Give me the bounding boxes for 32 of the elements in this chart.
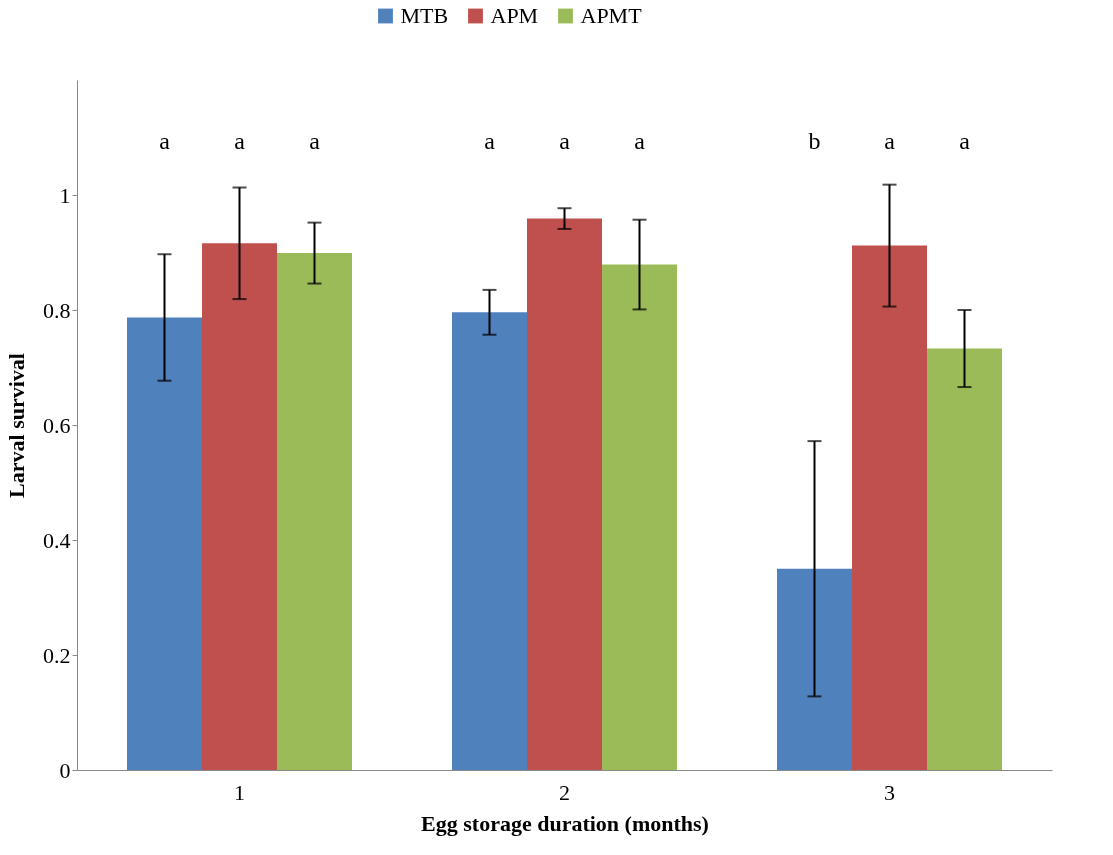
annotation: a bbox=[884, 128, 896, 154]
bar bbox=[852, 245, 927, 770]
x-tick-label: 1 bbox=[234, 779, 245, 805]
annotation: b bbox=[808, 128, 821, 154]
y-tick-label: 0.8 bbox=[43, 297, 71, 323]
bar bbox=[777, 568, 852, 770]
bar bbox=[452, 312, 527, 770]
bar bbox=[927, 348, 1002, 770]
bar bbox=[527, 218, 602, 770]
x-tick-label: 2 bbox=[559, 779, 570, 805]
x-tick-label: 3 bbox=[884, 779, 895, 805]
bar bbox=[602, 264, 677, 770]
y-tick-label: 1 bbox=[59, 182, 71, 208]
bar bbox=[202, 243, 277, 770]
y-axis-title: Larval survival bbox=[4, 353, 29, 498]
legend-label: MTB bbox=[400, 3, 449, 28]
x-axis-title: Egg storage duration (months) bbox=[421, 810, 709, 836]
annotation: a bbox=[159, 128, 171, 154]
legend-label: APM bbox=[490, 3, 539, 28]
annotation: a bbox=[234, 128, 246, 154]
annotation: a bbox=[309, 128, 321, 154]
annotation: a bbox=[484, 128, 496, 154]
y-tick-label: 0.6 bbox=[43, 412, 71, 438]
annotation: a bbox=[559, 128, 571, 154]
y-tick-label: 0.4 bbox=[43, 527, 71, 553]
annotation: a bbox=[959, 128, 971, 154]
y-tick-label: 0.2 bbox=[43, 642, 71, 668]
bar bbox=[277, 253, 352, 770]
y-tick-label: 0 bbox=[59, 757, 71, 783]
legend-label: APMT bbox=[580, 3, 643, 28]
annotation: a bbox=[634, 128, 646, 154]
bar bbox=[127, 317, 202, 770]
